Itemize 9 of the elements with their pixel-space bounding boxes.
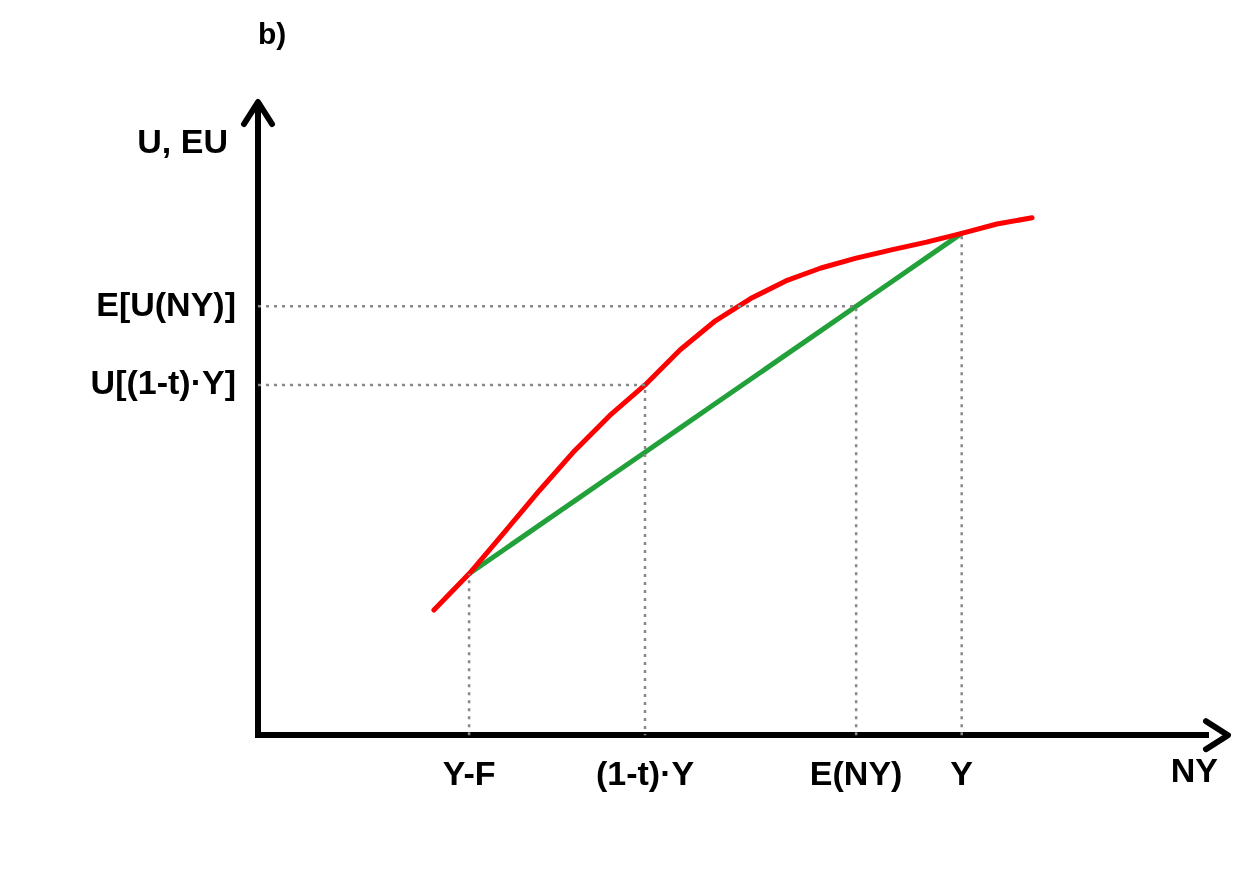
ref-line-label: U[(1-t)·Y] [90,363,236,402]
x-tick-label: E(NY) [809,753,903,792]
x-tick-label: Y [950,753,974,792]
chart-title: b) [258,17,287,51]
x-tick-label: Y-F [442,753,496,792]
x-tick-label: (1-t)·Y [595,753,695,792]
ref-line-label: E[U(NY)] [96,284,236,323]
x-axis-title: NY [1170,750,1219,789]
y-axis-title: U, EU [137,122,228,161]
